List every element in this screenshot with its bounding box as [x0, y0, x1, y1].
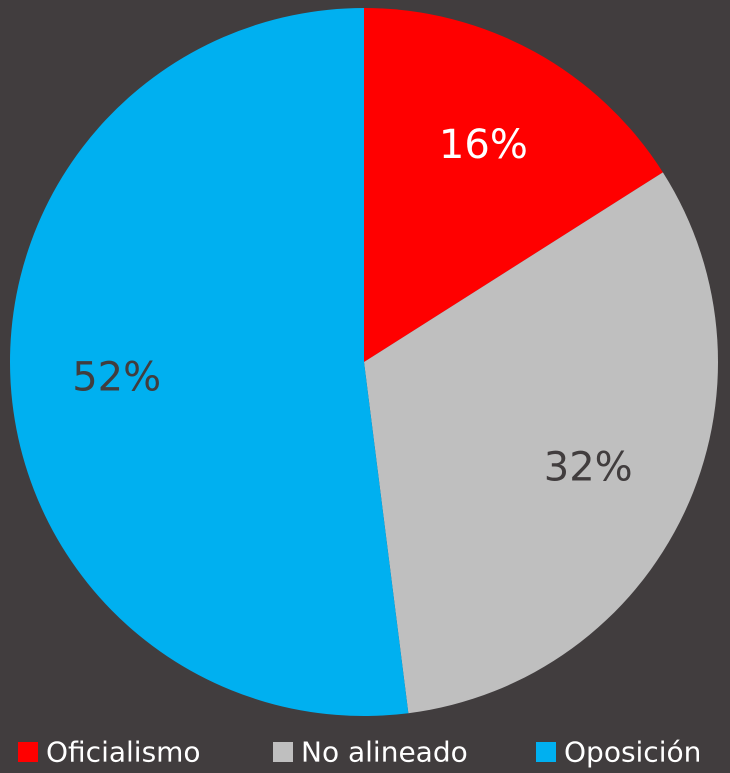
pie-slice-oposicion	[10, 8, 409, 716]
legend-swatch-oficialismo	[18, 742, 38, 762]
pie-slice-no-alineado	[364, 172, 718, 714]
pie-value-label-oficialismo: 16%	[439, 122, 528, 168]
legend-label-oficialismo: Oficialismo	[46, 736, 201, 769]
legend: Oficialismo No alineado Oposición	[18, 736, 701, 769]
pie-slice-oficialismo	[364, 8, 663, 362]
legend-label-oposicion: Oposición	[564, 736, 701, 769]
legend-swatch-no-alineado	[273, 742, 293, 762]
pie-value-label-oposicion: 52%	[72, 355, 161, 401]
legend-label-no-alineado: No alineado	[301, 736, 468, 769]
pie-slices	[10, 8, 718, 716]
legend-swatch-oposicion	[536, 742, 556, 762]
pie-value-labels: 16% 32% 52%	[72, 122, 632, 491]
pie-value-label-no-alineado: 32%	[544, 445, 633, 491]
